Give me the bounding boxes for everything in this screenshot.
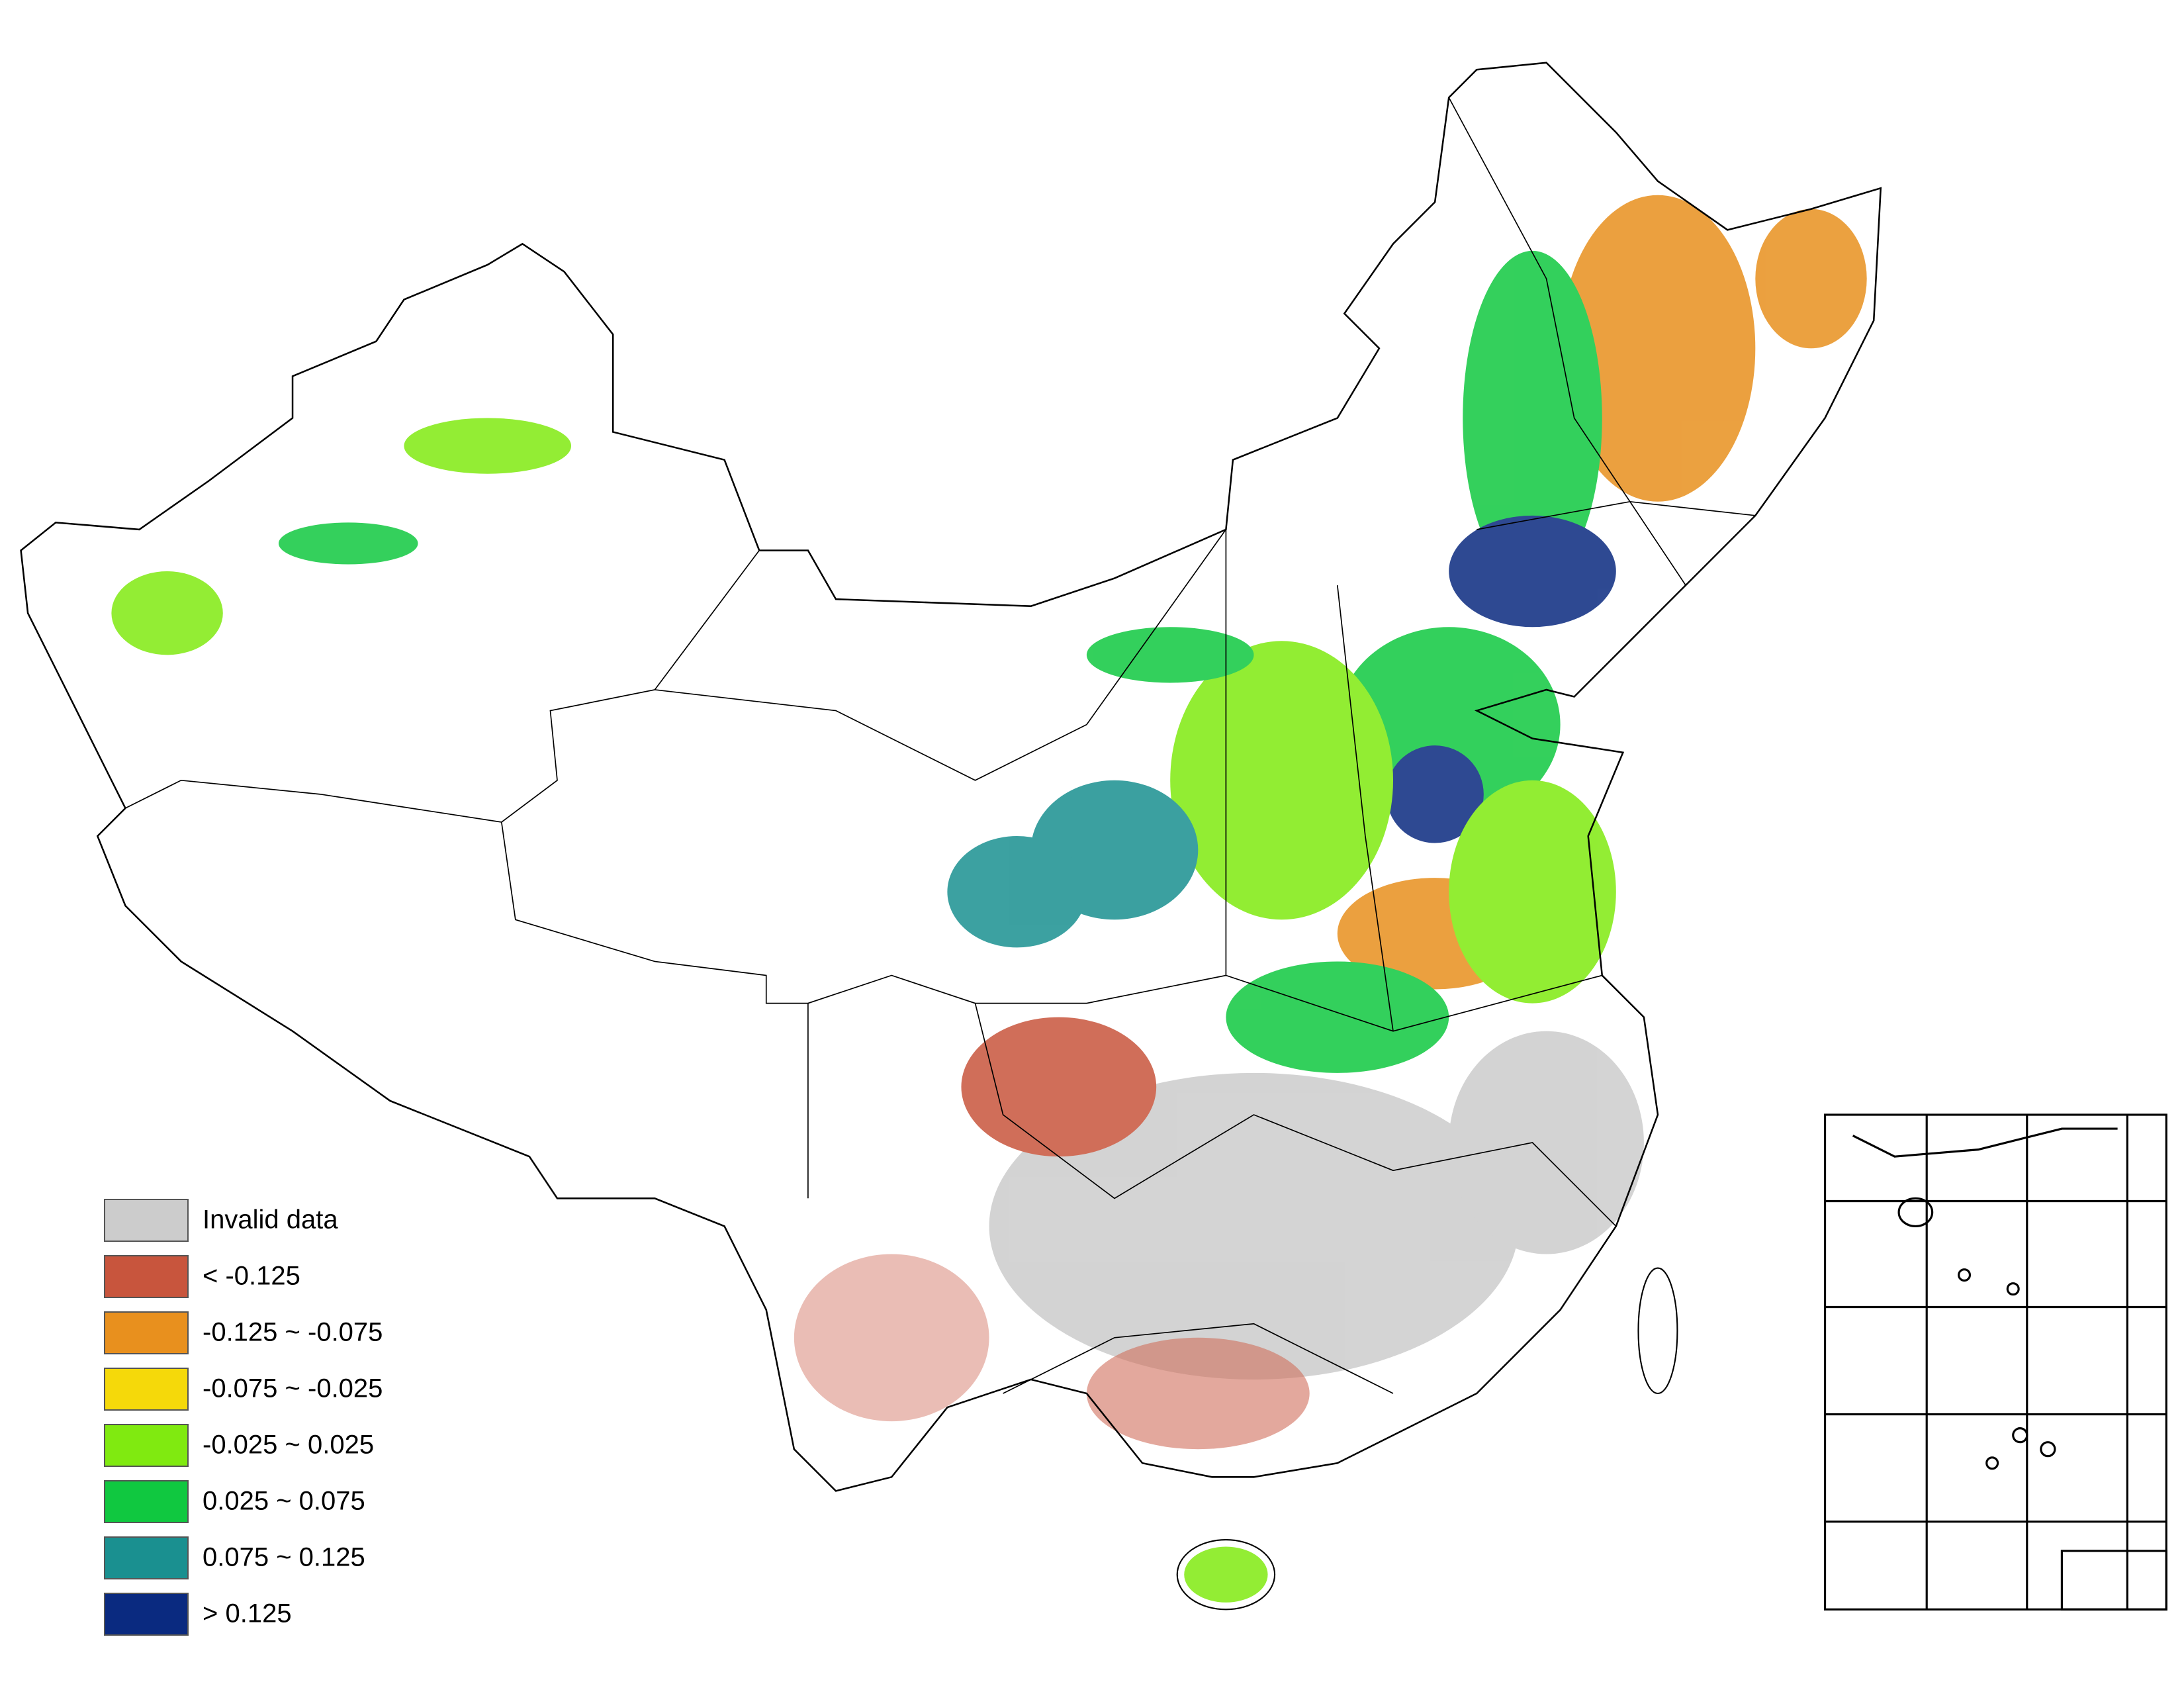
map-body xyxy=(20,62,2167,1611)
data-blobs xyxy=(111,195,1867,1603)
legend-label: -0.025 ~ 0.025 xyxy=(203,1430,374,1460)
island-taiwan xyxy=(1637,1267,1678,1395)
legend-label: -0.075 ~ -0.025 xyxy=(203,1374,383,1403)
legend-label: 0.025 ~ 0.075 xyxy=(203,1487,365,1516)
legend-swatch xyxy=(104,1536,189,1579)
legend-label: -0.125 ~ -0.075 xyxy=(203,1318,383,1347)
legend-swatch xyxy=(104,1255,189,1298)
legend-label: > 0.125 xyxy=(203,1599,292,1628)
legend: Invalid data < -0.125 -0.125 ~ -0.075 -0.07… xyxy=(104,1199,383,1636)
legend-swatch xyxy=(104,1199,189,1242)
legend-label: 0.075 ~ 0.125 xyxy=(203,1543,365,1572)
province-borders xyxy=(125,97,1756,1394)
legend-label: < -0.125 xyxy=(203,1262,300,1291)
island-hainan xyxy=(1176,1538,1276,1611)
legend-label: Invalid data xyxy=(203,1205,338,1235)
legend-swatch xyxy=(104,1368,189,1411)
legend-swatch xyxy=(104,1480,189,1523)
legend-swatch xyxy=(104,1311,189,1354)
inset-map xyxy=(1823,1113,2167,1611)
legend-swatch xyxy=(104,1424,189,1467)
legend-swatch xyxy=(104,1593,189,1636)
